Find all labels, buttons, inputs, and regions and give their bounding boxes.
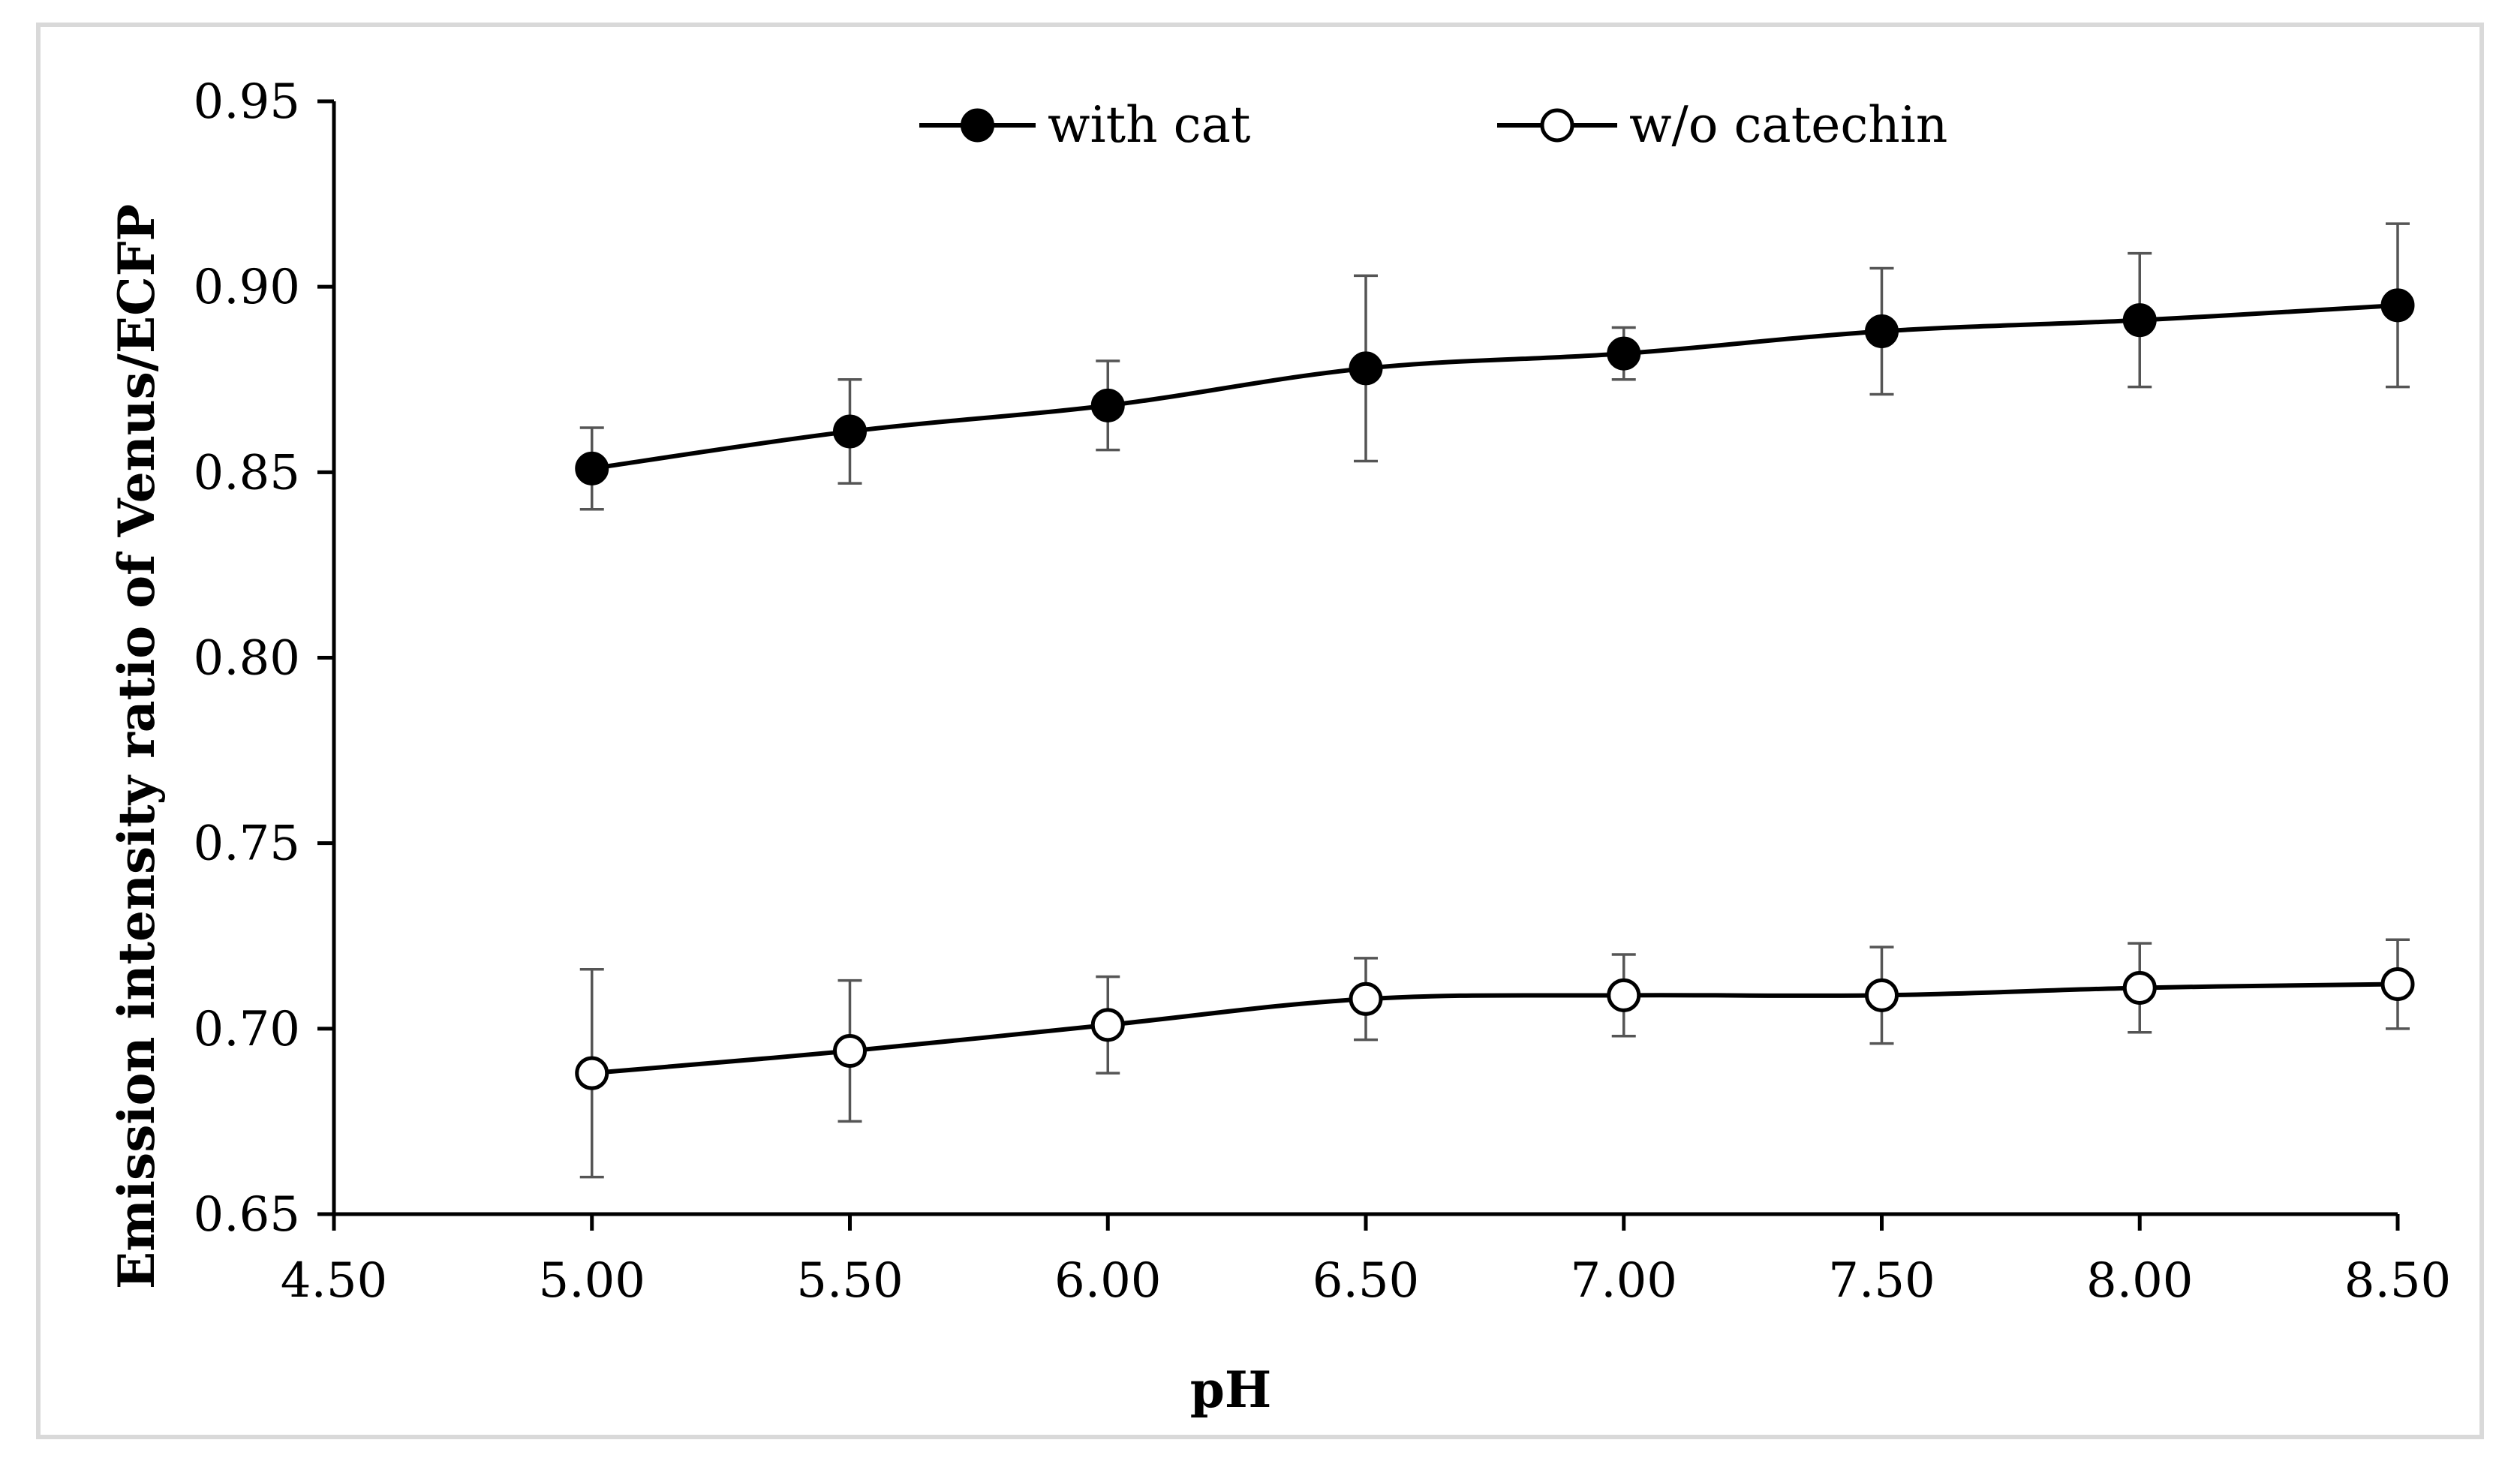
legend-label-0: with cat xyxy=(1048,96,1250,154)
axes: 4.50 5.00 5.50 6.00 6.50 7.00 7.50 8.00 8.50 0.65… xyxy=(194,74,2452,1309)
data-point-with-cat xyxy=(1349,351,1383,386)
x-tick-label: 6.50 xyxy=(1313,1253,1420,1309)
series-line-0 xyxy=(591,302,2398,471)
data-point-wo-catechin xyxy=(575,1056,609,1090)
legend-marker-1 xyxy=(1540,108,1574,143)
x-tick-label: 8.50 xyxy=(2344,1253,2452,1309)
x-tick-label: 7.00 xyxy=(1571,1253,1678,1309)
x-tick-label: 6.00 xyxy=(1054,1253,1162,1309)
data-point-with-cat xyxy=(1865,314,1899,348)
y-tick-label: 0.80 xyxy=(194,631,301,687)
series-lines xyxy=(591,302,2398,1076)
series-markers xyxy=(575,288,2415,1090)
legend: with cat w/o catechin xyxy=(919,96,1947,154)
data-point-with-cat xyxy=(575,451,609,485)
legend-marker-0 xyxy=(961,108,994,143)
data-point-with-cat xyxy=(1090,388,1125,422)
data-point-wo-catechin xyxy=(1607,978,1641,1012)
data-point-with-cat xyxy=(1607,336,1641,371)
data-point-with-cat xyxy=(833,414,867,449)
y-axis-title: Emission intensity ratio of Venus/ECFP xyxy=(107,204,166,1289)
y-tick-label: 0.90 xyxy=(194,260,301,315)
y-tick-label: 0.65 xyxy=(194,1187,301,1243)
data-point-wo-catechin xyxy=(1349,982,1383,1016)
data-point-wo-catechin xyxy=(1090,1008,1125,1042)
legend-label-1: w/o catechin xyxy=(1629,96,1947,154)
x-tick-label: 5.00 xyxy=(539,1253,646,1309)
data-point-wo-catechin xyxy=(1865,978,1899,1012)
data-point-wo-catechin xyxy=(2122,970,2157,1005)
y-tick-label: 0.70 xyxy=(194,1002,301,1057)
error-bars xyxy=(579,222,2410,1179)
x-tick-label: 4.50 xyxy=(281,1253,388,1309)
y-tick-label: 0.95 xyxy=(194,74,301,130)
chart-frame xyxy=(36,23,2484,1439)
y-tick-label: 0.85 xyxy=(194,445,301,501)
x-tick-label: 8.00 xyxy=(2086,1253,2194,1309)
data-point-with-cat xyxy=(2380,288,2415,323)
y-tick-label: 0.75 xyxy=(194,816,301,872)
data-point-with-cat xyxy=(2122,303,2157,338)
x-tick-label: 5.50 xyxy=(796,1253,904,1309)
series-line-1 xyxy=(591,982,2398,1076)
data-point-wo-catechin xyxy=(833,1033,867,1068)
x-tick-label: 7.50 xyxy=(1828,1253,1935,1309)
x-axis-title: pH xyxy=(1190,1360,1272,1419)
data-point-wo-catechin xyxy=(2380,967,2415,1002)
